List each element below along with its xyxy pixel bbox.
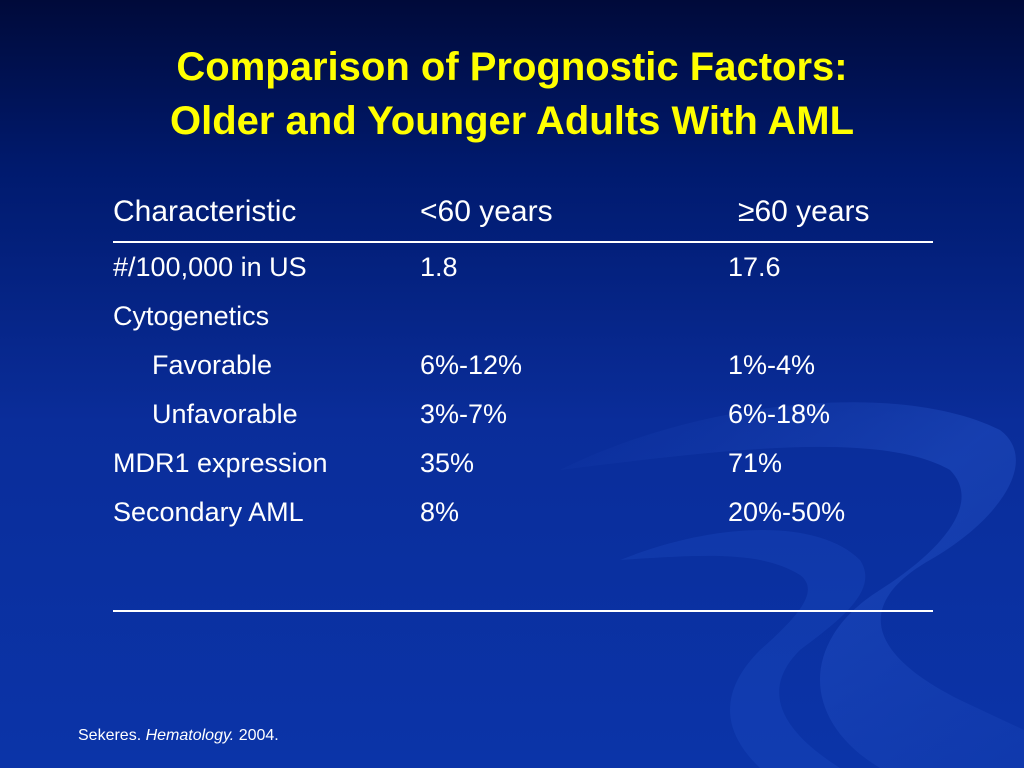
- row-value-under-60: 6%-12%: [420, 350, 523, 380]
- citation-year: 2004.: [238, 727, 279, 744]
- header-under-60: <60 years: [420, 195, 553, 228]
- row-value-under-60: 35%: [420, 448, 475, 478]
- row-value-60-plus: 20%-50%: [728, 497, 846, 527]
- citation-author: Sekeres.: [78, 727, 142, 744]
- row-label: Favorable: [152, 350, 273, 380]
- table-row: Cytogenetics: [113, 292, 933, 341]
- row-label: Unfavorable: [152, 399, 298, 429]
- header-characteristic: Characteristic: [113, 195, 297, 228]
- table-row: Unfavorable 3%-7% 6%-18%: [113, 390, 933, 439]
- row-label: MDR1 expression: [113, 448, 328, 478]
- table-row: Favorable 6%-12% 1%-4%: [113, 341, 933, 390]
- table-row: MDR1 expression 35% 71%: [113, 439, 933, 488]
- header-60-plus: ≥60 years: [738, 195, 870, 228]
- row-value-under-60: 3%-7%: [420, 399, 508, 429]
- row-label: Secondary AML: [113, 497, 304, 527]
- row-value-60-plus: 1%-4%: [728, 350, 816, 380]
- table-row: Secondary AML 8% 20%-50%: [113, 488, 933, 537]
- prognostic-factors-table: Characteristic <60 years ≥60 years #/100…: [113, 189, 933, 537]
- row-value-60-plus: 71%: [728, 448, 783, 478]
- table-row: #/100,000 in US 1.8 17.6: [113, 243, 933, 292]
- title-line-2: Older and Younger Adults With AML: [169, 99, 855, 143]
- row-value-under-60: 1.8: [420, 252, 458, 282]
- title-line-1: Comparison of Prognostic Factors:: [176, 45, 848, 89]
- row-value-60-plus: 6%-18%: [728, 399, 831, 429]
- source-citation: Sekeres. Hematology. 2004.: [78, 726, 279, 746]
- table-bottom-rule: [113, 610, 933, 612]
- table-header-row: Characteristic <60 years ≥60 years: [113, 189, 933, 243]
- row-label: Cytogenetics: [113, 301, 270, 331]
- citation-journal: Hematology.: [145, 727, 235, 744]
- row-label: #/100,000 in US: [113, 252, 307, 282]
- row-value-60-plus: 17.6: [728, 252, 781, 282]
- slide-title: Comparison of Prognostic Factors: Older …: [0, 40, 1024, 148]
- row-value-under-60: 8%: [420, 497, 460, 527]
